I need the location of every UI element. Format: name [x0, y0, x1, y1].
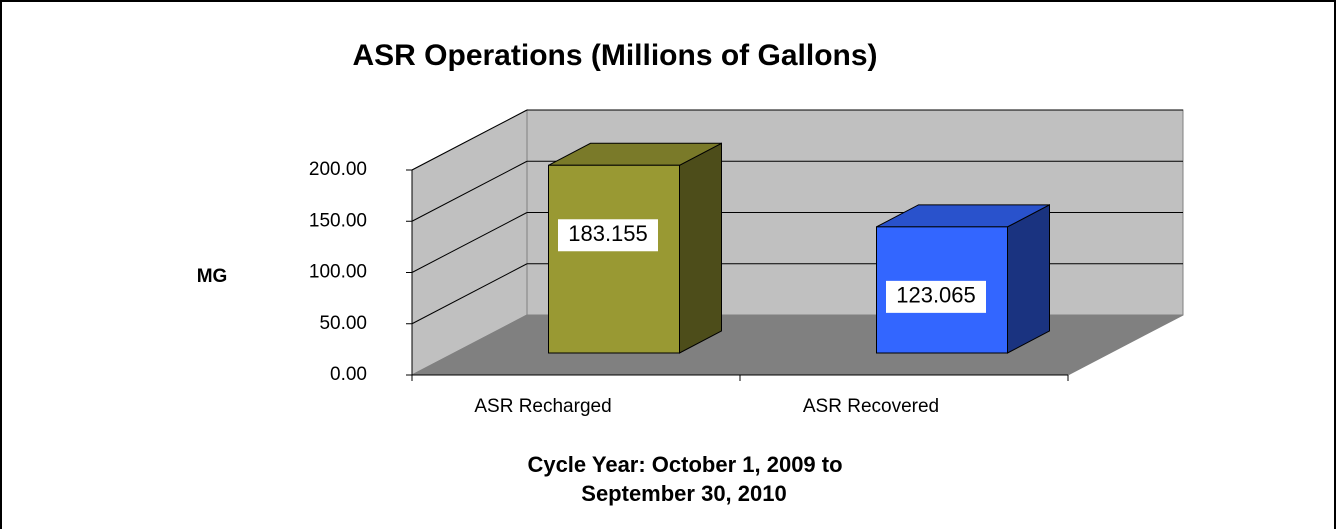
bar	[548, 164, 680, 354]
bar-side	[679, 142, 722, 354]
x-tick-label: ASR Recharged	[474, 396, 611, 417]
data-label: 123.065	[896, 283, 976, 308]
grid-line	[411, 212, 528, 273]
x-axis-label: Cycle Year: October 1, 2009 to	[527, 452, 842, 477]
grid-line	[411, 263, 528, 325]
y-tick-label: 200.00	[309, 159, 367, 180]
y-tick-label: 100.00	[309, 262, 367, 283]
chart-title: ASR Operations (Millions of Gallons)	[352, 39, 877, 72]
x-axis-label: September 30, 2010	[581, 481, 786, 506]
x-tick-label: ASR Recovered	[803, 396, 939, 417]
data-label-box	[558, 219, 658, 252]
floor	[411, 314, 1184, 376]
y-tick-label: 150.00	[309, 210, 367, 231]
grid-line	[411, 160, 528, 222]
data-label: 183.155	[568, 221, 648, 246]
data-label-box	[886, 280, 986, 313]
grid-line	[411, 109, 528, 171]
y-tick-label: 50.00	[319, 313, 367, 334]
y-axis-label: MG	[197, 266, 228, 287]
y-tick-label: 0.00	[330, 364, 367, 385]
bar-side	[1007, 204, 1050, 354]
